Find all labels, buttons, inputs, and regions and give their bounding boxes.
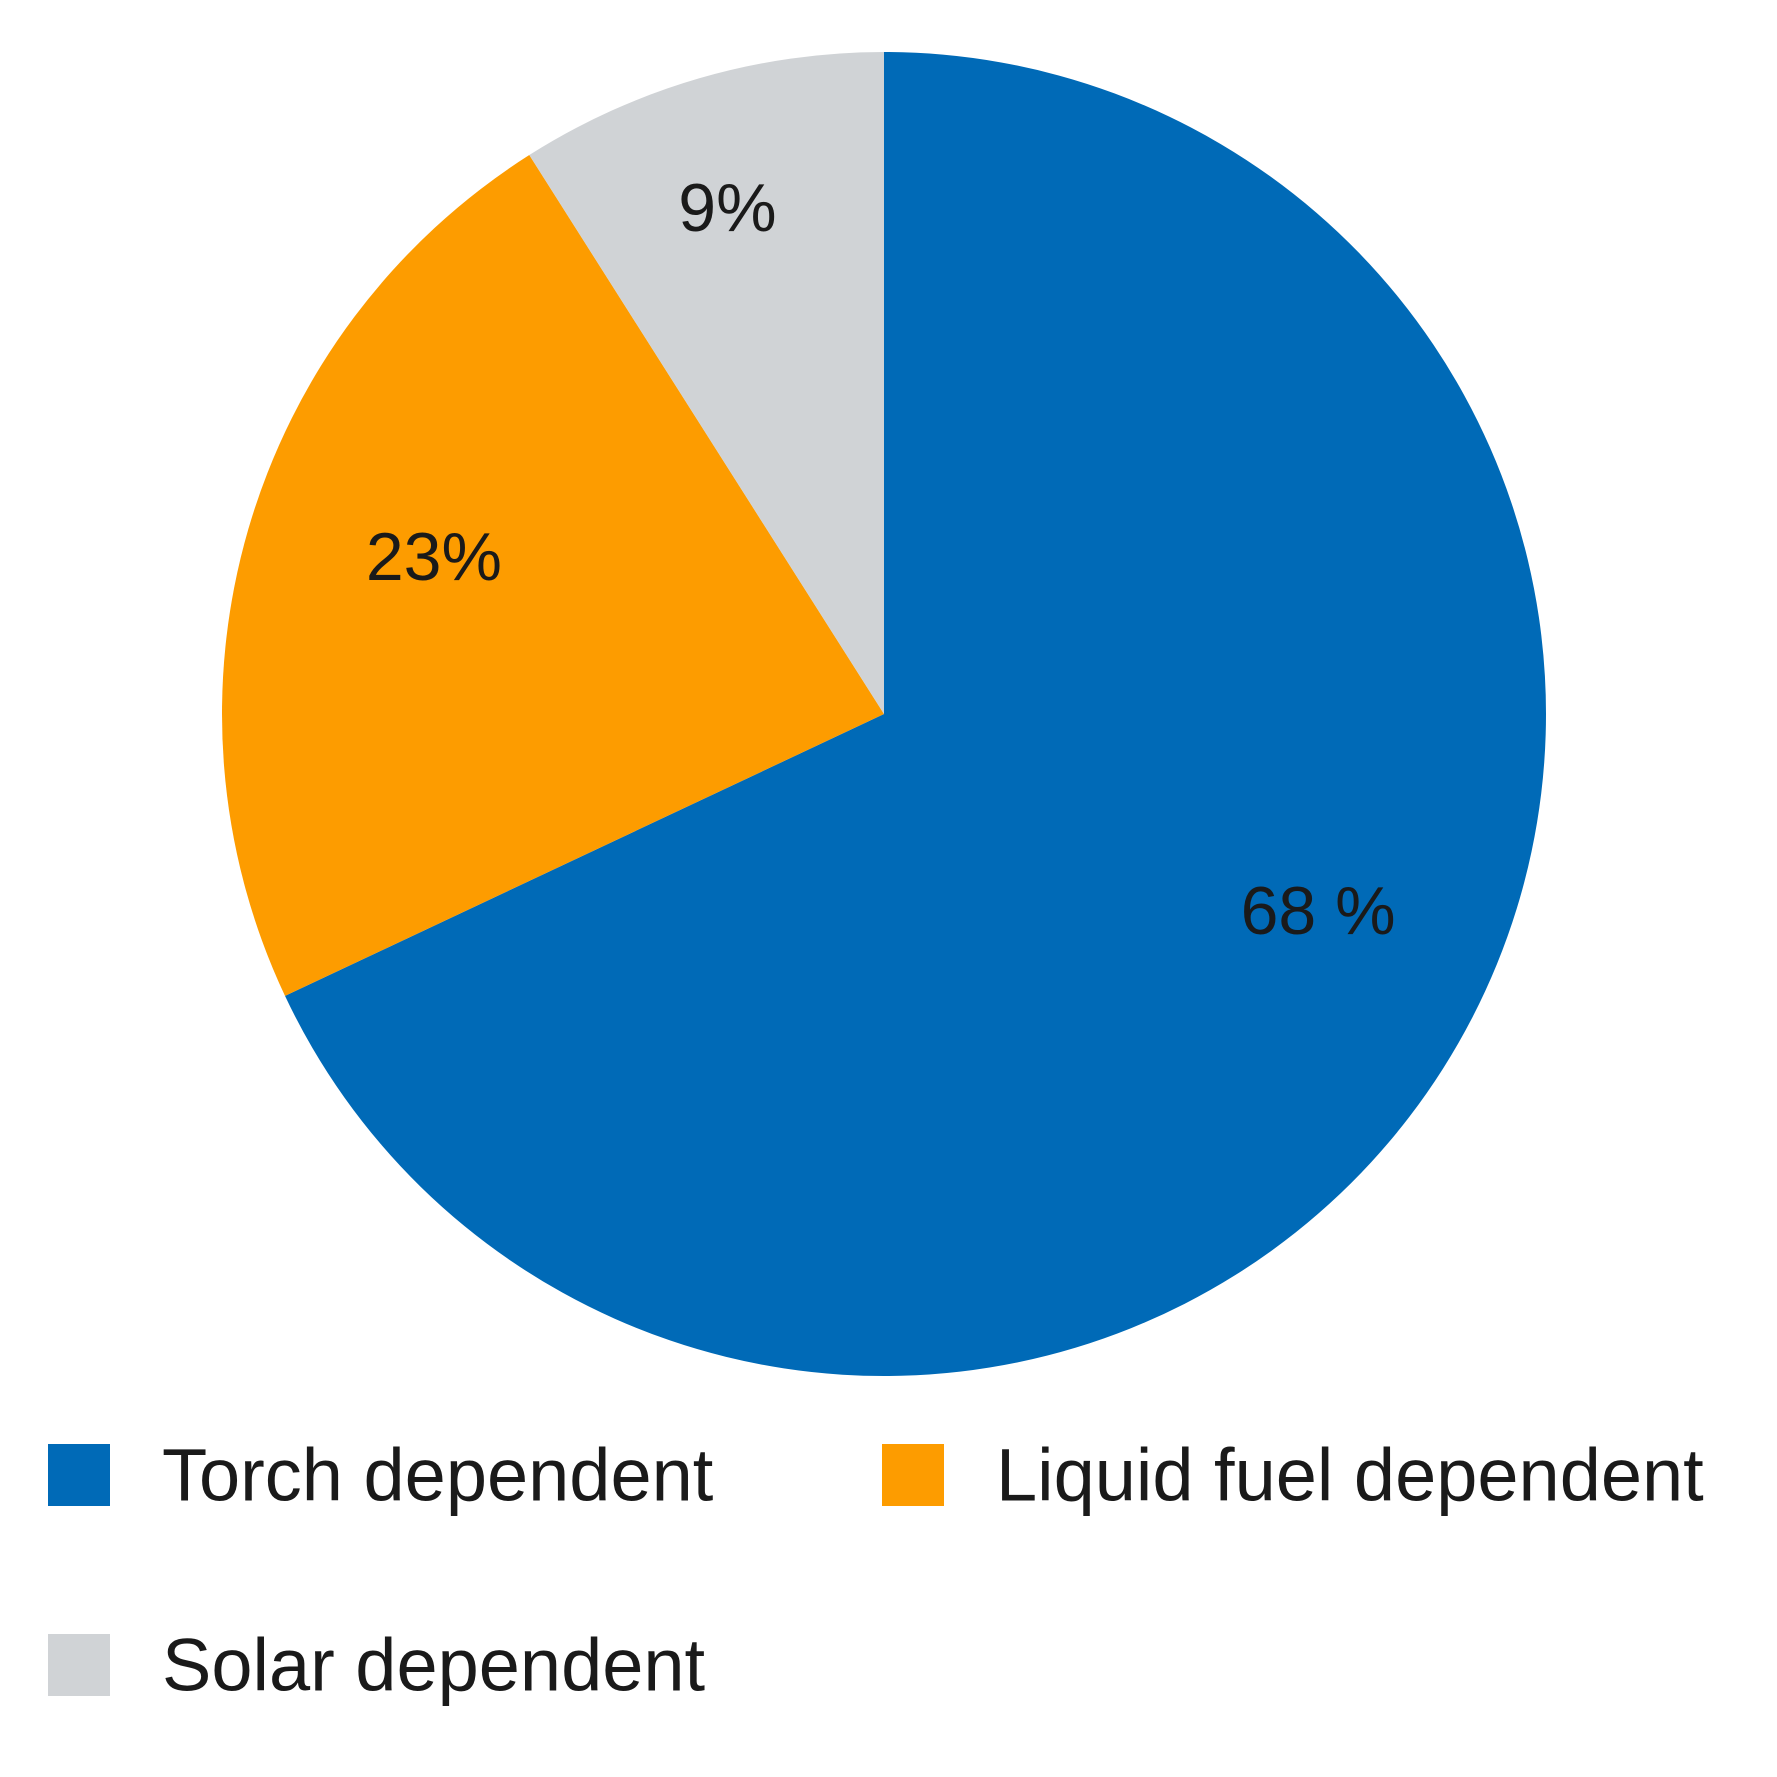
legend-label-solar-dependent: Solar dependent bbox=[162, 1624, 706, 1707]
slice-label-torch-dependent: 68 % bbox=[1241, 873, 1396, 949]
legend-item-solar-dependent: Solar dependent bbox=[48, 1624, 706, 1707]
legend-swatch-solar-dependent bbox=[48, 1634, 110, 1696]
legend-label-liquid-fuel-dependent: Liquid fuel dependent bbox=[996, 1434, 1704, 1517]
legend-label-torch-dependent: Torch dependent bbox=[162, 1434, 714, 1517]
pie-slice-torch-dependent bbox=[285, 52, 1546, 1377]
pie-slice-liquid-fuel-dependent bbox=[221, 155, 884, 996]
pie-slices bbox=[221, 52, 1546, 1377]
legend-item-torch-dependent: Torch dependent bbox=[48, 1434, 714, 1517]
slice-label-solar-dependent: 9% bbox=[678, 170, 776, 246]
legend-swatch-liquid-fuel-dependent bbox=[882, 1444, 944, 1506]
legend-swatch-torch-dependent bbox=[48, 1444, 110, 1506]
legend-item-liquid-fuel-dependent: Liquid fuel dependent bbox=[882, 1434, 1704, 1517]
slice-label-liquid-fuel-dependent: 23% bbox=[366, 519, 502, 595]
pie-slice-labels: 68 % 23% 9% bbox=[366, 170, 1396, 949]
pie-slice-solar-dependent bbox=[529, 52, 884, 714]
legend: Torch dependent Liquid fuel dependent Sola… bbox=[48, 1434, 1704, 1707]
